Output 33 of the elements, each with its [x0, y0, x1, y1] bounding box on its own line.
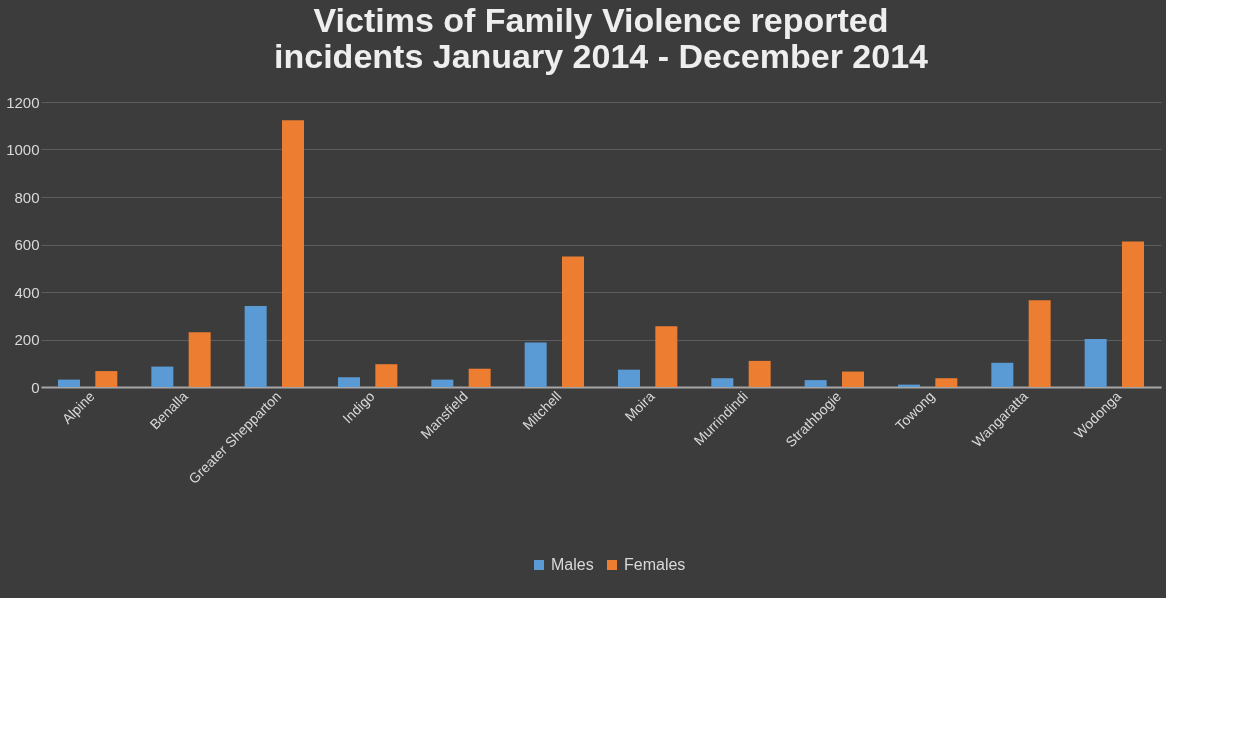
bar	[431, 379, 454, 387]
text: Victims of Family Violence reported	[313, 1, 889, 39]
legend-label: Females	[624, 556, 686, 573]
bar	[935, 378, 958, 387]
bar	[991, 362, 1014, 387]
y-tick-label: 1200	[6, 93, 40, 111]
bar	[244, 306, 267, 387]
bar	[282, 120, 304, 387]
bar	[562, 256, 584, 387]
bar	[1028, 300, 1051, 387]
bar	[95, 371, 118, 387]
bar	[804, 380, 827, 387]
bar	[188, 332, 211, 387]
bar	[338, 377, 360, 387]
bar	[58, 379, 80, 387]
bar	[468, 368, 491, 387]
bar	[655, 326, 678, 387]
bar	[524, 342, 547, 387]
y-tick-label: 400	[14, 283, 40, 301]
bar	[842, 371, 864, 387]
y-tick-label: 600	[14, 236, 40, 253]
y-tick-label: 0	[31, 378, 40, 396]
y-tick-label: 1000	[6, 141, 40, 158]
y-tick-label: 200	[14, 331, 40, 348]
legend-label: Males	[551, 556, 594, 573]
y-tick-label: 800	[14, 188, 40, 206]
bar	[1084, 339, 1107, 387]
bar	[1122, 241, 1144, 387]
bar	[151, 366, 174, 387]
bar	[711, 378, 734, 387]
bar	[748, 360, 771, 387]
bar	[618, 369, 640, 387]
bar	[375, 364, 398, 387]
